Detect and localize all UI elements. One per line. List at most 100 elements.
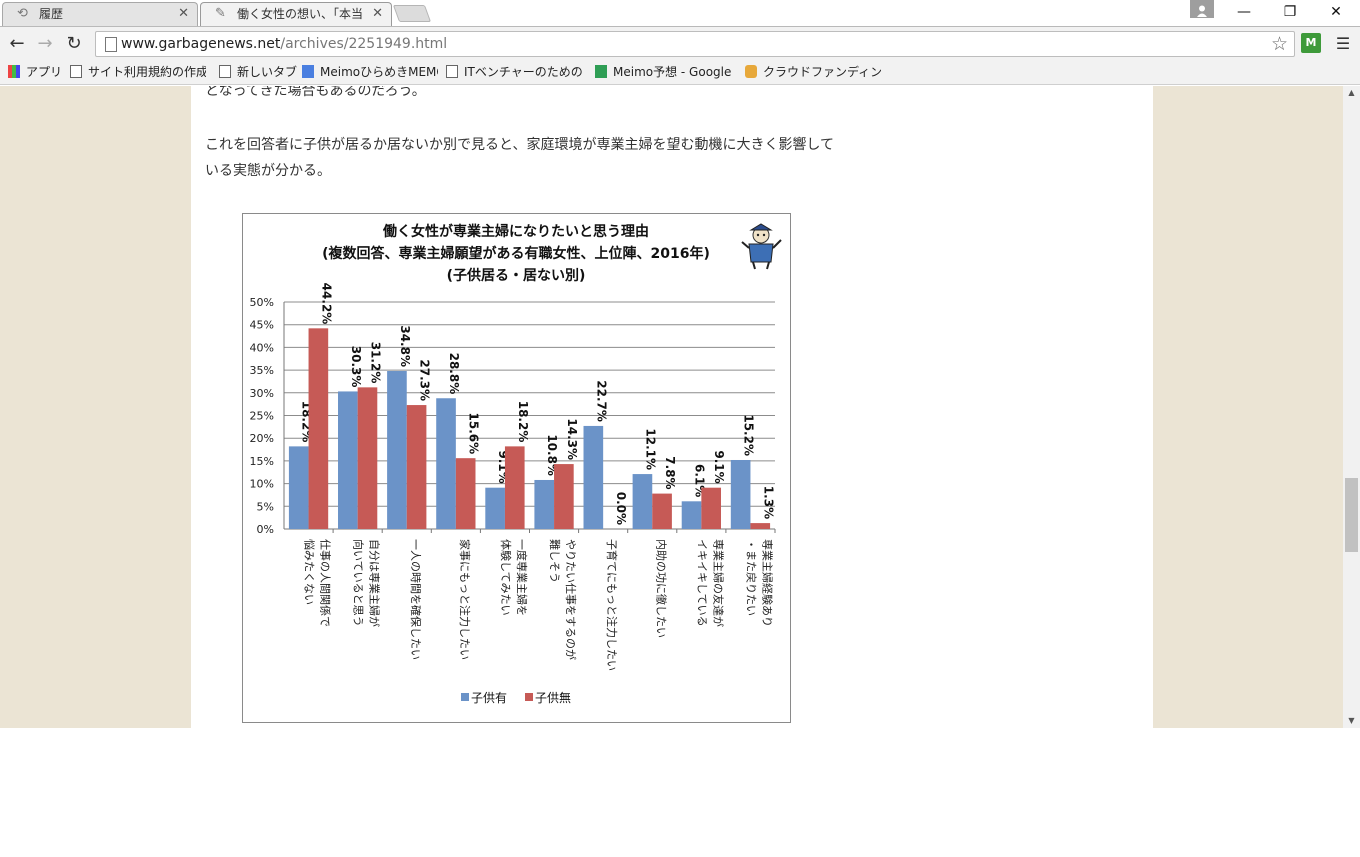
y-tick-label: 30% (250, 387, 274, 400)
back-button[interactable]: ← (9, 33, 25, 54)
bar-without-children (652, 493, 672, 529)
bookmark-label: サイト利用規約の作成の (88, 65, 206, 79)
page-icon (70, 65, 82, 78)
scroll-thumb[interactable] (1345, 478, 1358, 552)
bar-without-children (406, 405, 427, 529)
bookmark-terms[interactable]: サイト利用規約の作成の (70, 63, 206, 82)
close-tab-icon[interactable]: ✕ (178, 6, 189, 21)
bar-with-children (436, 398, 456, 529)
legend-label: 子供無 (535, 690, 571, 705)
bar-chart: 働く女性が専業主婦になりたいと思う理由 (複数回答、専業主婦願望がある有職女性、上… (250, 223, 776, 705)
close-window-button[interactable]: ✕ (1330, 4, 1342, 20)
y-tick-label: 20% (250, 432, 274, 445)
y-tick-label: 10% (250, 478, 274, 491)
bar-with-children (681, 501, 702, 529)
category-label: 向いていると思う (352, 539, 366, 627)
data-label: 27.3% (418, 359, 432, 401)
y-tick-label: 0% (257, 523, 274, 536)
bookmark-apps[interactable]: アプリ (8, 63, 62, 82)
data-label: 12.1% (643, 428, 657, 470)
profile-button[interactable] (1190, 0, 1214, 18)
article-content: となってきた場合もあるのだろう。 これを回答者に子供が居るか居ないか別で見ると、… (191, 86, 1153, 728)
minimize-button[interactable]: — (1237, 4, 1251, 20)
data-label: 14.3% (565, 418, 579, 460)
category-label: 一度専業主婦を (515, 539, 529, 616)
y-tick-label: 15% (250, 455, 274, 468)
chart-title-line: 働く女性が専業主婦になりたいと思う理由 (382, 223, 649, 240)
bar-without-children (357, 387, 378, 529)
page-icon (219, 65, 231, 78)
bookmark-label: 新しいタブ (237, 65, 298, 79)
data-label: 31.2% (368, 342, 382, 384)
article-paragraph: となってきた場合もあるのだろう。 (205, 86, 426, 99)
bookmark-label: ITベンチャーのための特許 (464, 65, 582, 79)
close-tab-icon[interactable]: ✕ (372, 6, 383, 21)
bookmark-meimo-memo[interactable]: MeimoひらめきMEMO (302, 63, 438, 82)
user-icon (1197, 2, 1207, 17)
browser-window: ⟲ 履歴 ✕ ✎ 働く女性の想い、「本当は専業主婦になりたい」 ✕ — ❐ ✕ … (0, 0, 1360, 728)
data-label: 18.2% (516, 401, 530, 443)
restore-button[interactable]: ❐ (1283, 4, 1297, 20)
bar-without-children (701, 487, 721, 529)
site-favicon-icon: ✎ (215, 6, 226, 21)
chart-image: 働く女性が専業主婦になりたいと思う理由 (複数回答、専業主婦願望がある有職女性、上… (242, 213, 791, 723)
bookmark-meimo-yoso[interactable]: Meimo予想 - Google (595, 63, 731, 82)
tab-strip: ⟲ 履歴 ✕ ✎ 働く女性の想い、「本当は専業主婦になりたい」 ✕ — ❐ ✕ (0, 0, 1360, 26)
bar-with-children (288, 446, 309, 529)
bar-with-children (534, 479, 555, 529)
data-label: 9.1% (712, 450, 726, 483)
bookmark-label: アプリ (26, 65, 62, 79)
new-tab-button[interactable] (392, 5, 432, 22)
bar-with-children (387, 371, 407, 529)
url-host: www.garbagenews.net (121, 36, 281, 52)
forward-button[interactable]: → (37, 33, 53, 54)
bar-with-children (485, 487, 505, 529)
y-tick-label: 40% (250, 341, 274, 354)
page-icon (446, 65, 458, 78)
data-label: 22.7% (594, 380, 608, 422)
category-label: 自分は専業主婦が (368, 539, 382, 627)
doc-icon (302, 65, 314, 78)
y-tick-label: 45% (250, 319, 274, 332)
y-tick-label: 25% (250, 410, 274, 423)
bookmark-newtab[interactable]: 新しいタブ (219, 63, 309, 82)
bar-with-children (730, 459, 751, 529)
data-label: 7.8% (663, 456, 677, 489)
bookmark-star-icon[interactable]: ☆ (1270, 33, 1288, 55)
bar-with-children (632, 474, 653, 529)
y-tick-label: 50% (250, 296, 274, 309)
data-label: 0.0% (614, 492, 628, 525)
category-label: 体験してみたい (499, 539, 513, 616)
bar-with-children (338, 391, 358, 529)
vertical-scrollbar[interactable]: ▲ ▼ (1343, 86, 1360, 728)
data-label: 1.3% (761, 486, 775, 519)
crowdfunding-icon (745, 65, 757, 78)
scroll-up-arrow-icon[interactable]: ▲ (1348, 88, 1355, 97)
bar-with-children (583, 425, 604, 529)
reload-button[interactable]: ↻ (66, 33, 82, 54)
bar-without-children (308, 328, 329, 529)
menu-icon[interactable]: ☰ (1335, 34, 1351, 53)
bookmark-crowdfunding[interactable]: クラウドファンディング - C (745, 63, 881, 82)
scroll-down-arrow-icon[interactable]: ▼ (1348, 716, 1355, 725)
category-label: ・また戻りたい (744, 539, 757, 616)
category-label: 仕事の人間関係で (319, 539, 332, 627)
tab-title: 履歴 (39, 7, 64, 21)
data-label: 34.8% (398, 325, 412, 367)
category-label: 一人の時間を確保したい (409, 539, 423, 660)
bookmark-label: Meimo予想 - Google (613, 65, 731, 79)
category-label: 家事にもっと注力したい (458, 539, 472, 660)
address-bar[interactable]: www.garbagenews.net/archives/2251949.htm… (95, 31, 1295, 57)
tab-article[interactable]: ✎ 働く女性の想い、「本当は専業主婦になりたい」 ✕ (200, 2, 392, 26)
extension-icon[interactable]: M (1301, 33, 1321, 53)
y-tick-label: 35% (250, 364, 274, 377)
bookmark-patent[interactable]: ITベンチャーのための特許 (446, 63, 582, 82)
bar-without-children (504, 446, 525, 529)
bar-without-children (750, 523, 771, 529)
page-viewport: となってきた場合もあるのだろう。 これを回答者に子供が居るか居ないか別で見ると、… (0, 86, 1343, 728)
bookmark-label: MeimoひらめきMEMO (320, 65, 438, 79)
y-tick-label: 5% (257, 500, 274, 513)
url-text[interactable]: www.garbagenews.net/archives/2251949.htm… (121, 36, 447, 52)
tab-history[interactable]: ⟲ 履歴 ✕ (2, 2, 198, 26)
legend-swatch (461, 693, 469, 701)
